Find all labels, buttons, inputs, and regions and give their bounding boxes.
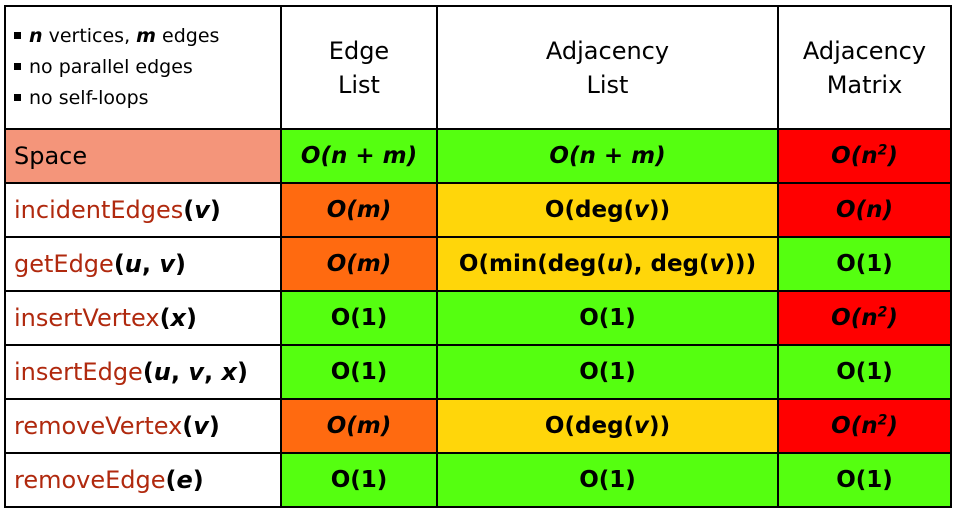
header-adjacency-matrix-line2: Matrix (826, 70, 903, 99)
assumption-no-self-loops: no self-loops (14, 83, 280, 114)
cell-mat-removevertex: O(n2) (777, 398, 952, 454)
header-adjacency-list-line1: Adjacency (545, 36, 670, 65)
complexity-value: O(min(deg(u), deg(v))) (458, 251, 757, 277)
operation-args: (u, v, x) (142, 358, 248, 386)
cell-edge-insertvertex: O(1) (280, 290, 438, 346)
table-row: removeEdge(e) O(1) O(1) O(1) (4, 452, 952, 508)
operation-name: Space (14, 142, 88, 170)
cell-edge-incidentedges: O(m) (280, 182, 438, 238)
complexity-value: O(1) (330, 305, 388, 331)
cell-edge-insertedge: O(1) (280, 344, 438, 400)
vertices-text: vertices, (42, 25, 137, 47)
operation-name: removeEdge (14, 466, 166, 494)
operation-name: insertVertex (14, 304, 160, 332)
cell-adj-insertedge: O(1) (436, 344, 779, 400)
cell-edge-getedge: O(m) (280, 236, 438, 292)
complexity-value: O(1) (836, 359, 893, 385)
row-operation-removevertex: removeVertex(v) (4, 398, 282, 454)
complexity-value: O(m) (326, 197, 392, 223)
edges-text: edges (155, 25, 220, 47)
cell-adj-space: O(n + m) (436, 128, 779, 184)
cell-edge-removevertex: O(m) (280, 398, 438, 454)
assumptions-cell: n vertices, m edges no parallel edges no… (4, 5, 282, 130)
operation-name: getEdge (14, 250, 114, 278)
operation-args: (x) (159, 304, 197, 332)
complexity-value: O(1) (330, 359, 388, 385)
n-symbol: n (29, 25, 43, 47)
complexity-value: O(1) (836, 251, 893, 277)
cell-adj-incidentedges: O(deg(v)) (436, 182, 779, 238)
complexity-value: O(n + m) (300, 143, 418, 169)
header-edge-list-line1: Edge (328, 36, 390, 65)
bullet-icon (14, 32, 21, 39)
complexity-value: O(1) (836, 467, 893, 493)
row-operation-getedge: getEdge(u, v) (4, 236, 282, 292)
complexity-value: O(1) (579, 359, 636, 385)
cell-edge-space: O(n + m) (280, 128, 438, 184)
operation-args: (e) (165, 466, 204, 494)
header-edge-list-line2: List (338, 70, 380, 99)
table-row: getEdge(u, v) O(m) O(min(deg(u), deg(v))) O… (4, 236, 952, 292)
operation-args: (u, v) (113, 250, 186, 278)
complexity-value: O(m) (326, 413, 392, 439)
complexity-value: O(n2) (831, 304, 898, 332)
table-body: Space O(n + m) O(n + m) O(n2) incidentEdges(… (4, 128, 952, 508)
table-row: incidentEdges(v) O(m) O(deg(v)) O(n) (4, 182, 952, 238)
complexity-value: O(n + m) (549, 143, 666, 169)
complexity-value: O(deg(v)) (544, 413, 671, 439)
cell-mat-removeedge: O(1) (777, 452, 952, 508)
graph-structure-complexity-table: n vertices, m edges no parallel edges no… (4, 5, 952, 508)
operation-name: removeVertex (14, 412, 183, 440)
cell-mat-incidentedges: O(n) (777, 182, 952, 238)
complexity-value: O(n2) (831, 142, 898, 170)
header-adjacency-matrix: Adjacency Matrix (777, 5, 952, 130)
row-operation-insertvertex: insertVertex(x) (4, 290, 282, 346)
row-operation-incidentedges: incidentEdges(v) (4, 182, 282, 238)
complexity-value: O(n) (836, 197, 893, 223)
cell-adj-getedge: O(min(deg(u), deg(v))) (436, 236, 779, 292)
operation-args: (v) (183, 196, 221, 224)
operation-name: incidentEdges (14, 196, 184, 224)
header-adjacency-list: Adjacency List (436, 5, 779, 130)
complexity-value: O(m) (326, 251, 392, 277)
cell-adj-removeedge: O(1) (436, 452, 779, 508)
row-operation-insertedge: insertEdge(u, v, x) (4, 344, 282, 400)
header-row: n vertices, m edges no parallel edges no… (4, 5, 952, 130)
complexity-value: O(1) (579, 467, 636, 493)
assumption-no-parallel: no parallel edges (14, 52, 280, 83)
cell-adj-removevertex: O(deg(v)) (436, 398, 779, 454)
m-symbol: m (136, 25, 156, 47)
cell-edge-removeedge: O(1) (280, 452, 438, 508)
complexity-value: O(1) (579, 305, 636, 331)
row-operation-space: Space (4, 128, 282, 184)
cell-mat-getedge: O(1) (777, 236, 952, 292)
assumption-vertices-edges: n vertices, m edges (14, 21, 280, 52)
operation-name: insertEdge (14, 358, 143, 386)
complexity-value: O(1) (330, 467, 388, 493)
bullet-icon (14, 63, 21, 70)
cell-mat-space: O(n2) (777, 128, 952, 184)
complexity-table-wrapper: n vertices, m edges no parallel edges no… (4, 5, 952, 508)
cell-adj-insertvertex: O(1) (436, 290, 779, 346)
cell-mat-insertedge: O(1) (777, 344, 952, 400)
complexity-value: O(deg(v)) (544, 197, 671, 223)
row-operation-removeedge: removeEdge(e) (4, 452, 282, 508)
no-parallel-text: no parallel edges (29, 56, 193, 78)
table-row: insertEdge(u, v, x) O(1) O(1) O(1) (4, 344, 952, 400)
table-row: removeVertex(v) O(m) O(deg(v)) O(n2) (4, 398, 952, 454)
table-row: insertVertex(x) O(1) O(1) O(n2) (4, 290, 952, 346)
complexity-value: O(n2) (831, 412, 898, 440)
header-adjacency-list-line2: List (586, 70, 629, 99)
header-adjacency-matrix-line1: Adjacency (802, 36, 927, 65)
table-row: Space O(n + m) O(n + m) O(n2) (4, 128, 952, 184)
operation-args: (v) (182, 412, 220, 440)
bullet-icon (14, 94, 21, 101)
cell-mat-insertvertex: O(n2) (777, 290, 952, 346)
no-self-loops-text: no self-loops (29, 87, 149, 109)
header-edge-list: Edge List (280, 5, 438, 130)
